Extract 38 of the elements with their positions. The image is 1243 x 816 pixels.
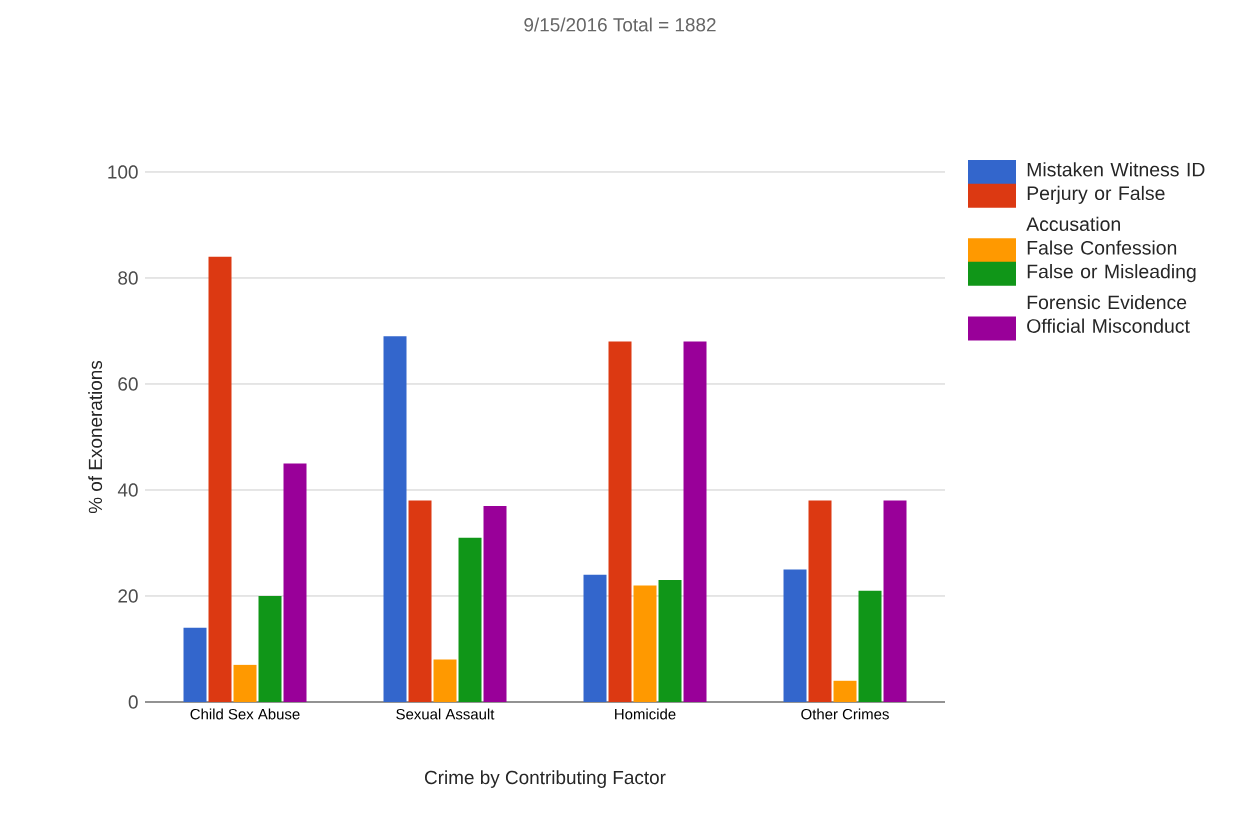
bar: [783, 569, 807, 702]
bar: [633, 585, 657, 702]
y-tick-label: 100: [108, 165, 138, 179]
chart-title: 9/15/2016 Total = 1882: [524, 17, 716, 32]
bar: [833, 680, 857, 702]
bar: [233, 664, 257, 702]
x-tick-label: Sexual Assault: [396, 708, 495, 720]
bar: [408, 500, 432, 702]
x-axis-title: Crime by Contributing Factor: [424, 770, 666, 788]
y-tick-label: 40: [117, 483, 138, 497]
bar: [433, 659, 457, 702]
bar: [208, 256, 232, 702]
y-tick-label: 80: [118, 271, 138, 285]
bar: [283, 463, 307, 702]
bar: [858, 590, 882, 702]
bar: [608, 341, 632, 702]
y-tick-label: 20: [118, 589, 138, 603]
legend-label: False or Misleading Forensic Evidence: [1027, 264, 1196, 310]
bar: [583, 574, 607, 702]
legend-label: Mistaken Witness ID: [1027, 162, 1205, 177]
bar: [183, 627, 207, 702]
bar: [808, 500, 832, 702]
x-tick-label: Other Crimes: [801, 708, 889, 720]
legend-label: False Confession: [1027, 240, 1177, 255]
legend-label: Perjury or False Accusation: [1026, 185, 1165, 231]
y-tick-label: 0: [128, 695, 138, 709]
y-axis-title: % of Exonerations: [88, 360, 103, 514]
x-tick-label: Child Sex Abuse: [190, 708, 300, 720]
bar: [383, 336, 407, 702]
bar: [883, 500, 907, 702]
bar: [258, 595, 282, 702]
bar: [683, 341, 707, 702]
legend-label: Official Misconduct: [1027, 318, 1190, 333]
y-tick-label: 60: [118, 377, 138, 391]
x-tick-label: Homicide: [615, 708, 676, 720]
bar: [658, 580, 682, 702]
bar: [483, 505, 507, 702]
bar: [458, 537, 482, 702]
